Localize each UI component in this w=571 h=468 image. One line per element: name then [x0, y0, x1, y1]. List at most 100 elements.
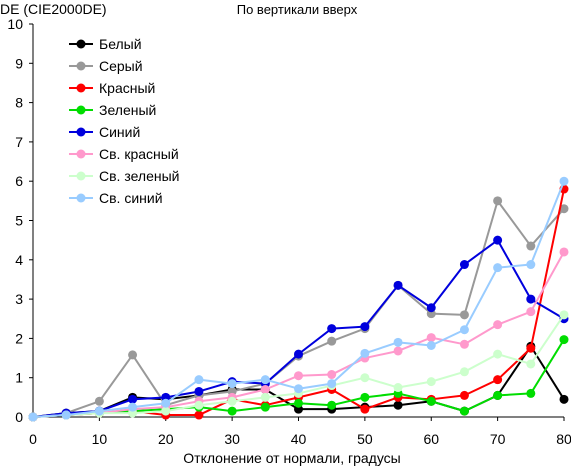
data-point [559, 247, 569, 257]
series-layer [28, 176, 569, 422]
data-point [260, 384, 270, 394]
legend-marker [76, 171, 86, 181]
data-point [526, 307, 536, 317]
data-point [526, 343, 536, 353]
legend-entry: Белый [69, 36, 142, 52]
y-tick-label: 2 [15, 330, 23, 346]
legend-entry: Св. красный [69, 146, 179, 162]
data-point [128, 402, 138, 412]
data-point [227, 379, 237, 389]
data-point [194, 375, 204, 385]
data-point [260, 402, 270, 412]
data-point [493, 263, 503, 273]
y-axis-label: DE (CIE2000DE) [0, 1, 107, 17]
legend-marker [76, 83, 86, 93]
legend-label: Зеленый [99, 102, 156, 118]
legend-label: Св. красный [99, 146, 179, 162]
legend-entry: Св. синий [69, 190, 163, 206]
data-point [559, 204, 569, 214]
x-tick-label: 20 [158, 431, 174, 447]
data-point [559, 176, 569, 186]
data-point [493, 390, 503, 400]
legend-label: Св. зеленый [99, 168, 179, 184]
data-point [294, 349, 303, 359]
legend-entry: Св. зеленый [69, 168, 179, 184]
legend-entry: Зеленый [69, 102, 156, 118]
data-point [426, 396, 436, 406]
legend-label: Серый [99, 58, 143, 74]
y-tick-label: 5 [15, 213, 23, 229]
data-point [393, 337, 403, 347]
legend-marker [76, 105, 86, 115]
data-point [294, 371, 303, 381]
data-point [426, 333, 436, 343]
data-point [559, 335, 569, 345]
data-point [194, 386, 204, 396]
data-point [327, 400, 337, 410]
legend-marker [76, 193, 86, 203]
series-8 [28, 176, 569, 422]
data-point [493, 349, 503, 359]
data-point [459, 325, 469, 335]
data-point [493, 375, 503, 385]
data-point [128, 394, 138, 404]
data-point [360, 404, 370, 414]
data-point [227, 396, 237, 406]
data-point [194, 400, 204, 410]
legend-label: Св. синий [99, 190, 163, 206]
x-tick-label: 30 [224, 431, 240, 447]
data-point [327, 324, 337, 334]
chart-title: По вертикали вверх [237, 2, 358, 17]
data-point [559, 394, 569, 404]
y-tick-label: 3 [15, 291, 23, 307]
axes: 0 1 2 3 4 5 6 7 8 9 10 0 10 20 30 40 50 60 70 80 [7, 16, 571, 447]
data-point [526, 388, 536, 398]
data-point [194, 410, 204, 420]
data-point [161, 406, 171, 416]
data-point [393, 346, 403, 356]
data-point [393, 280, 403, 290]
data-point [360, 392, 370, 402]
legend-label: Красный [99, 80, 155, 96]
data-point [459, 367, 469, 377]
data-point [360, 373, 370, 383]
y-tick-label: 6 [15, 173, 23, 189]
data-point [61, 410, 71, 420]
data-point [493, 320, 503, 330]
data-point [559, 310, 569, 320]
legend-entry: Синий [69, 124, 140, 140]
data-point [94, 406, 104, 416]
x-tick-label: 80 [556, 431, 571, 447]
data-point [526, 241, 536, 251]
data-point [28, 412, 38, 422]
data-point [294, 398, 303, 408]
data-point [393, 400, 403, 410]
data-point [526, 359, 536, 369]
data-point [426, 377, 436, 387]
data-point [260, 392, 270, 402]
legend: Белый Серый Красный Зеленый Синий Св. красный… [69, 36, 179, 206]
data-point [260, 375, 270, 385]
data-point [526, 260, 536, 270]
legend-marker [76, 127, 86, 137]
data-point [327, 379, 337, 389]
x-axis-label: Отклонение от нормали, градусы [183, 450, 400, 466]
legend-label: Синий [99, 124, 140, 140]
y-tick-label: 9 [15, 55, 23, 71]
x-tick-label: 50 [357, 431, 373, 447]
x-tick-label: 40 [291, 431, 307, 447]
data-point [360, 348, 370, 358]
data-point [393, 383, 403, 393]
data-point [459, 260, 469, 270]
legend-label: Белый [99, 36, 142, 52]
x-tick-label: 70 [490, 431, 506, 447]
data-point [360, 322, 370, 332]
data-point [526, 294, 536, 304]
legend-marker [76, 149, 86, 159]
legend-entry: Красный [69, 80, 155, 96]
y-tick-label: 10 [7, 16, 23, 32]
data-point [128, 350, 138, 360]
y-tick-label: 4 [15, 252, 23, 268]
legend-marker [76, 61, 86, 71]
